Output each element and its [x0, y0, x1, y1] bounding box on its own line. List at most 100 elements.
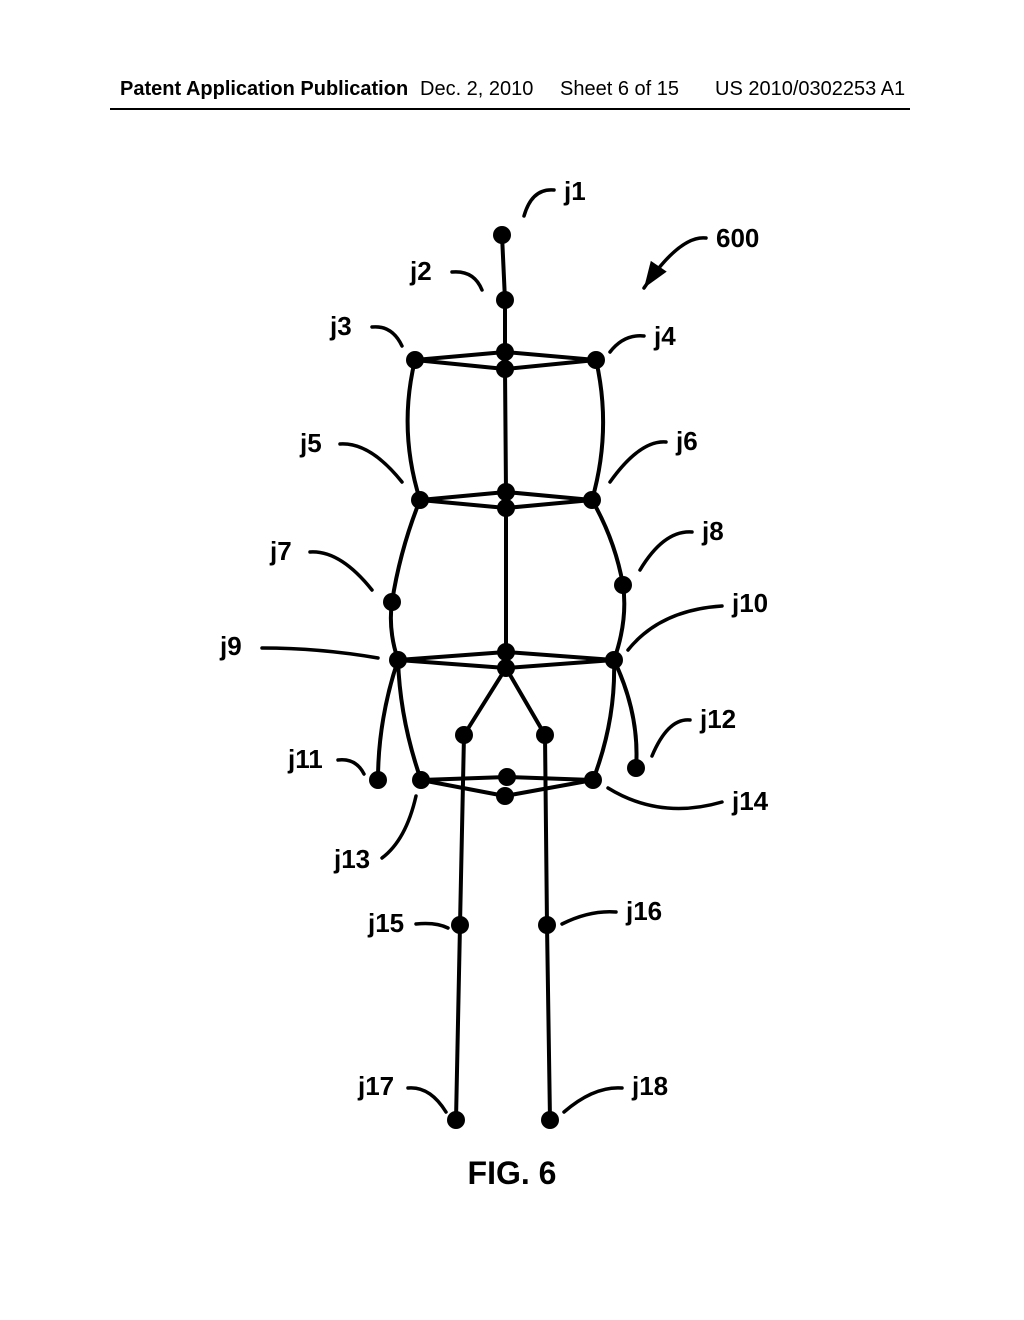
label-j10: j10	[731, 588, 768, 618]
edge-j3-shc2	[415, 360, 505, 369]
edge-j6-j8	[592, 500, 623, 585]
label-j18: j18	[631, 1071, 668, 1101]
node-j15	[455, 726, 473, 744]
node-j4	[587, 351, 605, 369]
leader-j5	[340, 444, 402, 482]
label-j17: j17	[357, 1071, 394, 1101]
node-j7	[383, 593, 401, 611]
edge-hc2-j10	[506, 660, 614, 668]
node-j13	[412, 771, 430, 789]
leader-j3	[372, 327, 402, 346]
edge-j10-j14	[593, 660, 614, 780]
header-rule	[110, 108, 910, 110]
label-600: 600	[716, 223, 759, 253]
edge-pc1-j14	[507, 777, 593, 780]
edge-j5-j7	[392, 500, 420, 602]
node-j5	[411, 491, 429, 509]
leader-j11	[338, 760, 364, 774]
publication-date: Dec. 2, 2010	[420, 78, 533, 101]
edge-hc2-j16	[506, 668, 545, 735]
leader-j2	[452, 272, 482, 290]
node-j17	[447, 1111, 465, 1129]
leader-j8	[640, 532, 692, 570]
node-j1	[493, 226, 511, 244]
label-j5: j5	[299, 428, 322, 458]
edge-hc2-j15	[464, 668, 506, 735]
edge-j4-j6	[592, 360, 603, 500]
leader-j17	[408, 1088, 446, 1112]
node-k16	[538, 916, 556, 934]
label-j15: j15	[367, 908, 404, 938]
node-j10	[605, 651, 623, 669]
leader-j10	[628, 606, 722, 650]
edge-j8-j10	[614, 585, 624, 660]
label-j7: j7	[269, 536, 292, 566]
document-number: US 2010/0302253 A1	[715, 78, 905, 101]
leader-j4	[610, 336, 644, 352]
node-j11	[369, 771, 387, 789]
label-j3: j3	[329, 311, 352, 341]
edge-j9-j13	[398, 660, 421, 780]
edge-pc2-j14	[505, 780, 593, 796]
figure-caption: FIG. 6	[0, 1155, 1024, 1192]
node-mc1	[497, 483, 515, 501]
node-j3	[406, 351, 424, 369]
label-j1: j1	[563, 176, 586, 206]
edge-k16-j18	[547, 925, 550, 1120]
edge-j15-k15	[460, 735, 464, 925]
page: Patent Application Publication Dec. 2, 2…	[0, 0, 1024, 1320]
label-j16: j16	[625, 896, 662, 926]
edge-j5-mc1	[420, 492, 506, 500]
leader-j6	[610, 442, 666, 482]
edge-j5-mc2	[420, 500, 506, 508]
label-j9: j9	[219, 631, 242, 661]
node-j8	[614, 576, 632, 594]
edge-hc1-j10	[506, 652, 614, 660]
edge-j16-k16	[545, 735, 547, 925]
leader-j13	[382, 796, 416, 858]
node-pc2	[496, 787, 514, 805]
node-mc2	[497, 499, 515, 517]
leader-j18	[564, 1088, 622, 1112]
figure-6-svg: j1600j2j3j4j5j6j7j8j9j10j11j12j13j14j15j…	[0, 120, 1024, 1220]
edge-j9-hc2	[398, 660, 506, 668]
label-j4: j4	[653, 321, 676, 351]
edge-mc2-j6	[506, 500, 592, 508]
leader-j12	[652, 720, 690, 756]
edge-shc2-j4	[505, 360, 596, 369]
node-pc1	[498, 768, 516, 786]
node-j16	[536, 726, 554, 744]
label-j11: j11	[287, 744, 323, 774]
edge-shc1-j4	[505, 352, 596, 360]
publication-label: Patent Application Publication	[120, 78, 408, 101]
edge-j3-j5	[408, 360, 420, 500]
edge-j10-j12	[614, 660, 637, 768]
edge-mc1-j6	[506, 492, 592, 500]
leader-j1	[524, 190, 554, 216]
leader-j7	[310, 552, 372, 590]
node-j2	[496, 291, 514, 309]
leader-j15	[416, 924, 448, 929]
edge-j9-j11	[378, 660, 398, 780]
edge-j9-hc1	[398, 652, 506, 660]
node-j18	[541, 1111, 559, 1129]
edge-j3-shc1	[415, 352, 505, 360]
node-j6	[583, 491, 601, 509]
label-j13: j13	[333, 844, 370, 874]
edge-j1-j2	[502, 235, 505, 300]
leader-j16	[562, 912, 616, 924]
edge-k15-j17	[456, 925, 460, 1120]
node-hc1	[497, 643, 515, 661]
label-j8: j8	[701, 516, 724, 546]
node-shc1	[496, 343, 514, 361]
leader-j9	[262, 648, 378, 658]
node-hc2	[497, 659, 515, 677]
sheet-number: Sheet 6 of 15	[560, 78, 679, 101]
node-j14	[584, 771, 602, 789]
node-k15	[451, 916, 469, 934]
node-shc2	[496, 360, 514, 378]
label-j12: j12	[699, 704, 736, 734]
label-j14: j14	[731, 786, 769, 816]
node-j12	[627, 759, 645, 777]
label-j2: j2	[409, 256, 432, 286]
